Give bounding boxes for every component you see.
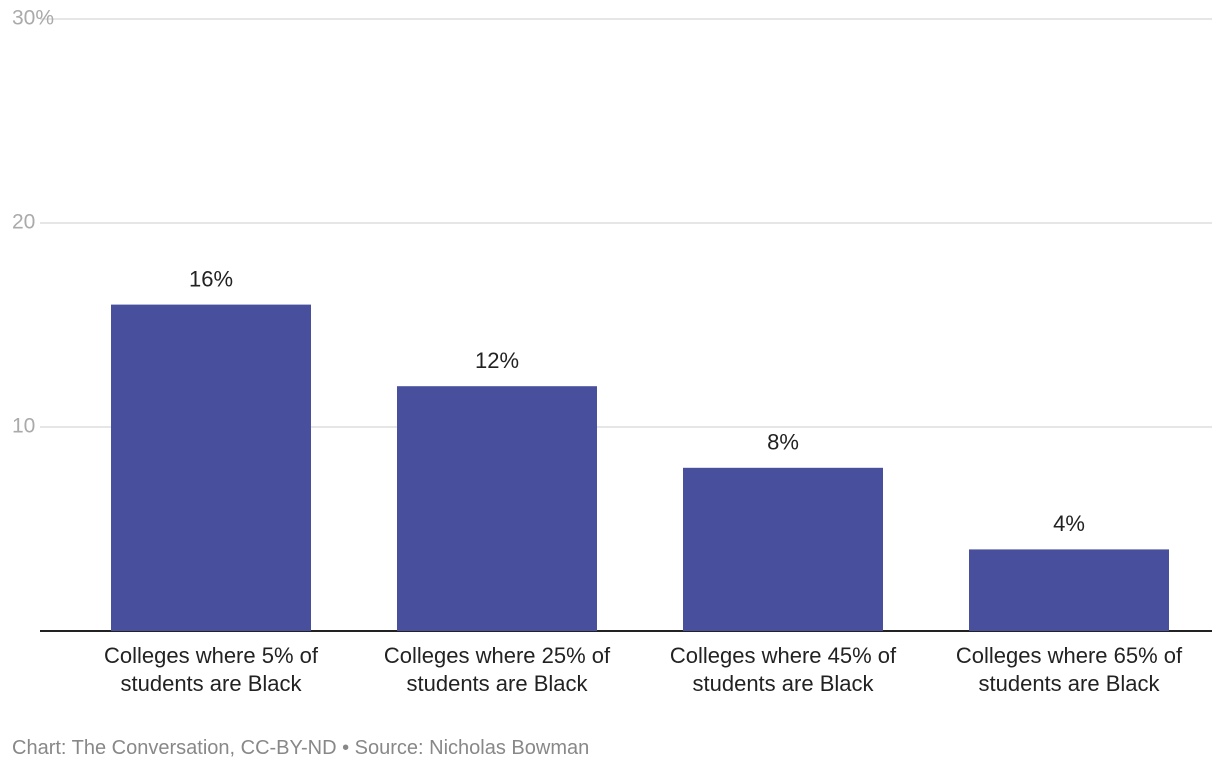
y-tick-label: 20 [12, 211, 35, 234]
footer: Chart: The Conversation, CC-BY-ND • Sour… [12, 737, 590, 759]
x-tick-label: Colleges where 65% of students are Black [955, 643, 1183, 696]
x-tick-label: Colleges where 5% of students are Black [103, 643, 318, 696]
x-tick-label: Colleges where 25% of students are Black [383, 643, 611, 696]
y-tick-label: 30% [12, 7, 54, 30]
value-label: 4% [1053, 511, 1085, 536]
bar [683, 467, 883, 631]
value-label: 16% [189, 266, 233, 291]
y-tick-label: 10 [12, 415, 35, 438]
bar [969, 549, 1169, 631]
x-tick-label: Colleges where 45% of students are Black [669, 643, 897, 696]
bar [111, 304, 311, 631]
value-label: 8% [767, 430, 799, 455]
bar [397, 386, 597, 631]
value-label: 12% [475, 348, 519, 373]
